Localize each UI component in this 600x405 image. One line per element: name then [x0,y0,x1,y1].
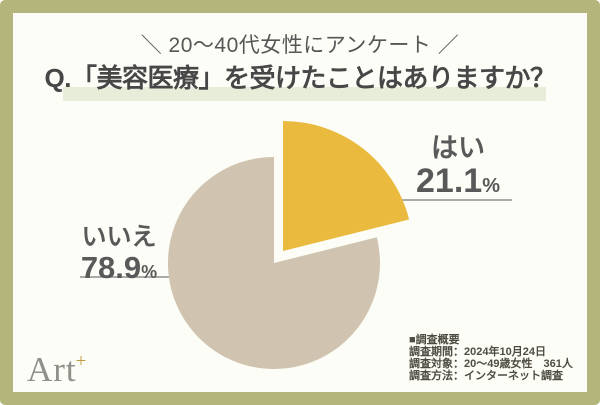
survey-target: 調査対象：20〜49歳女性 361人 [409,357,573,370]
title-highlight [63,87,546,101]
label-no-value: 78.9% [63,249,175,285]
pie-slice-no [167,156,380,369]
label-no-number: 78.9 [80,249,142,285]
survey-overview-heading: ■調査概要 [409,334,460,346]
artplus-logo: Art+ [27,350,87,390]
label-yes: はい 21.1% [398,133,518,200]
label-no-text: いいえ [81,223,157,251]
artplus-logo-text: Art [27,350,77,389]
survey-period: 調査期間：2024年10月24日 [409,345,546,358]
pie-slice-yes [283,121,410,251]
survey-tagline: ＼ 20〜40代女性にアンケート ／ [140,34,460,57]
pie-chart [80,121,512,369]
artplus-logo-plus-icon: + [75,351,88,372]
survey-method: 調査方法：インターネット調査 [409,369,563,382]
content-area: ＼ 20〜40代女性にアンケート ／ Q.「美容医療」を受けたことはありますか？… [13,13,587,392]
label-yes-unit: % [482,174,500,197]
label-no-unit: % [141,261,158,282]
label-no: いいえ 78.9% [63,223,175,285]
survey-overview: ■調査概要 調査期間：2024年10月24日 調査対象：20〜49歳女性 361… [409,334,581,383]
label-yes-text: はい [431,133,485,163]
label-yes-value: 21.1% [398,161,518,200]
question-title: Q.「美容医療」を受けたことはありますか？ [44,63,556,93]
label-yes-number: 21.1 [416,161,483,200]
